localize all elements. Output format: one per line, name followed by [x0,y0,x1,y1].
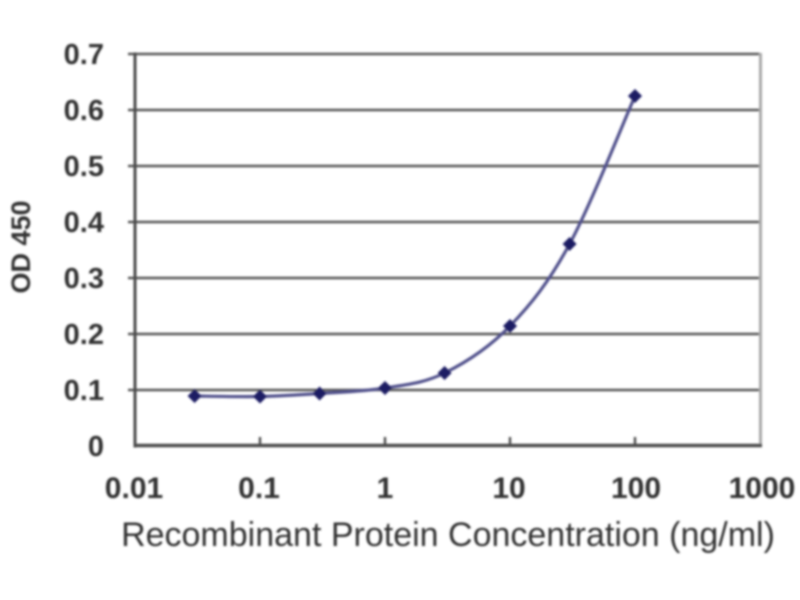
svg-text:Recombinant Protein Concentrat: Recombinant Protein Concentration (ng/ml… [121,516,775,554]
svg-text:0.7: 0.7 [64,39,104,71]
svg-text:0.4: 0.4 [64,207,104,239]
svg-text:0.3: 0.3 [64,263,104,295]
svg-text:10: 10 [492,472,525,505]
svg-text:0.1: 0.1 [238,472,280,505]
svg-text:OD 450: OD 450 [6,200,36,293]
svg-text:1000: 1000 [729,472,796,505]
svg-text:0.01: 0.01 [105,472,163,505]
svg-text:0: 0 [88,431,104,463]
svg-text:1: 1 [377,472,394,505]
svg-text:0.2: 0.2 [64,319,104,351]
svg-text:0.5: 0.5 [64,151,104,183]
svg-text:0.6: 0.6 [64,95,104,127]
svg-text:0.1: 0.1 [64,375,104,407]
svg-text:100: 100 [611,472,661,505]
